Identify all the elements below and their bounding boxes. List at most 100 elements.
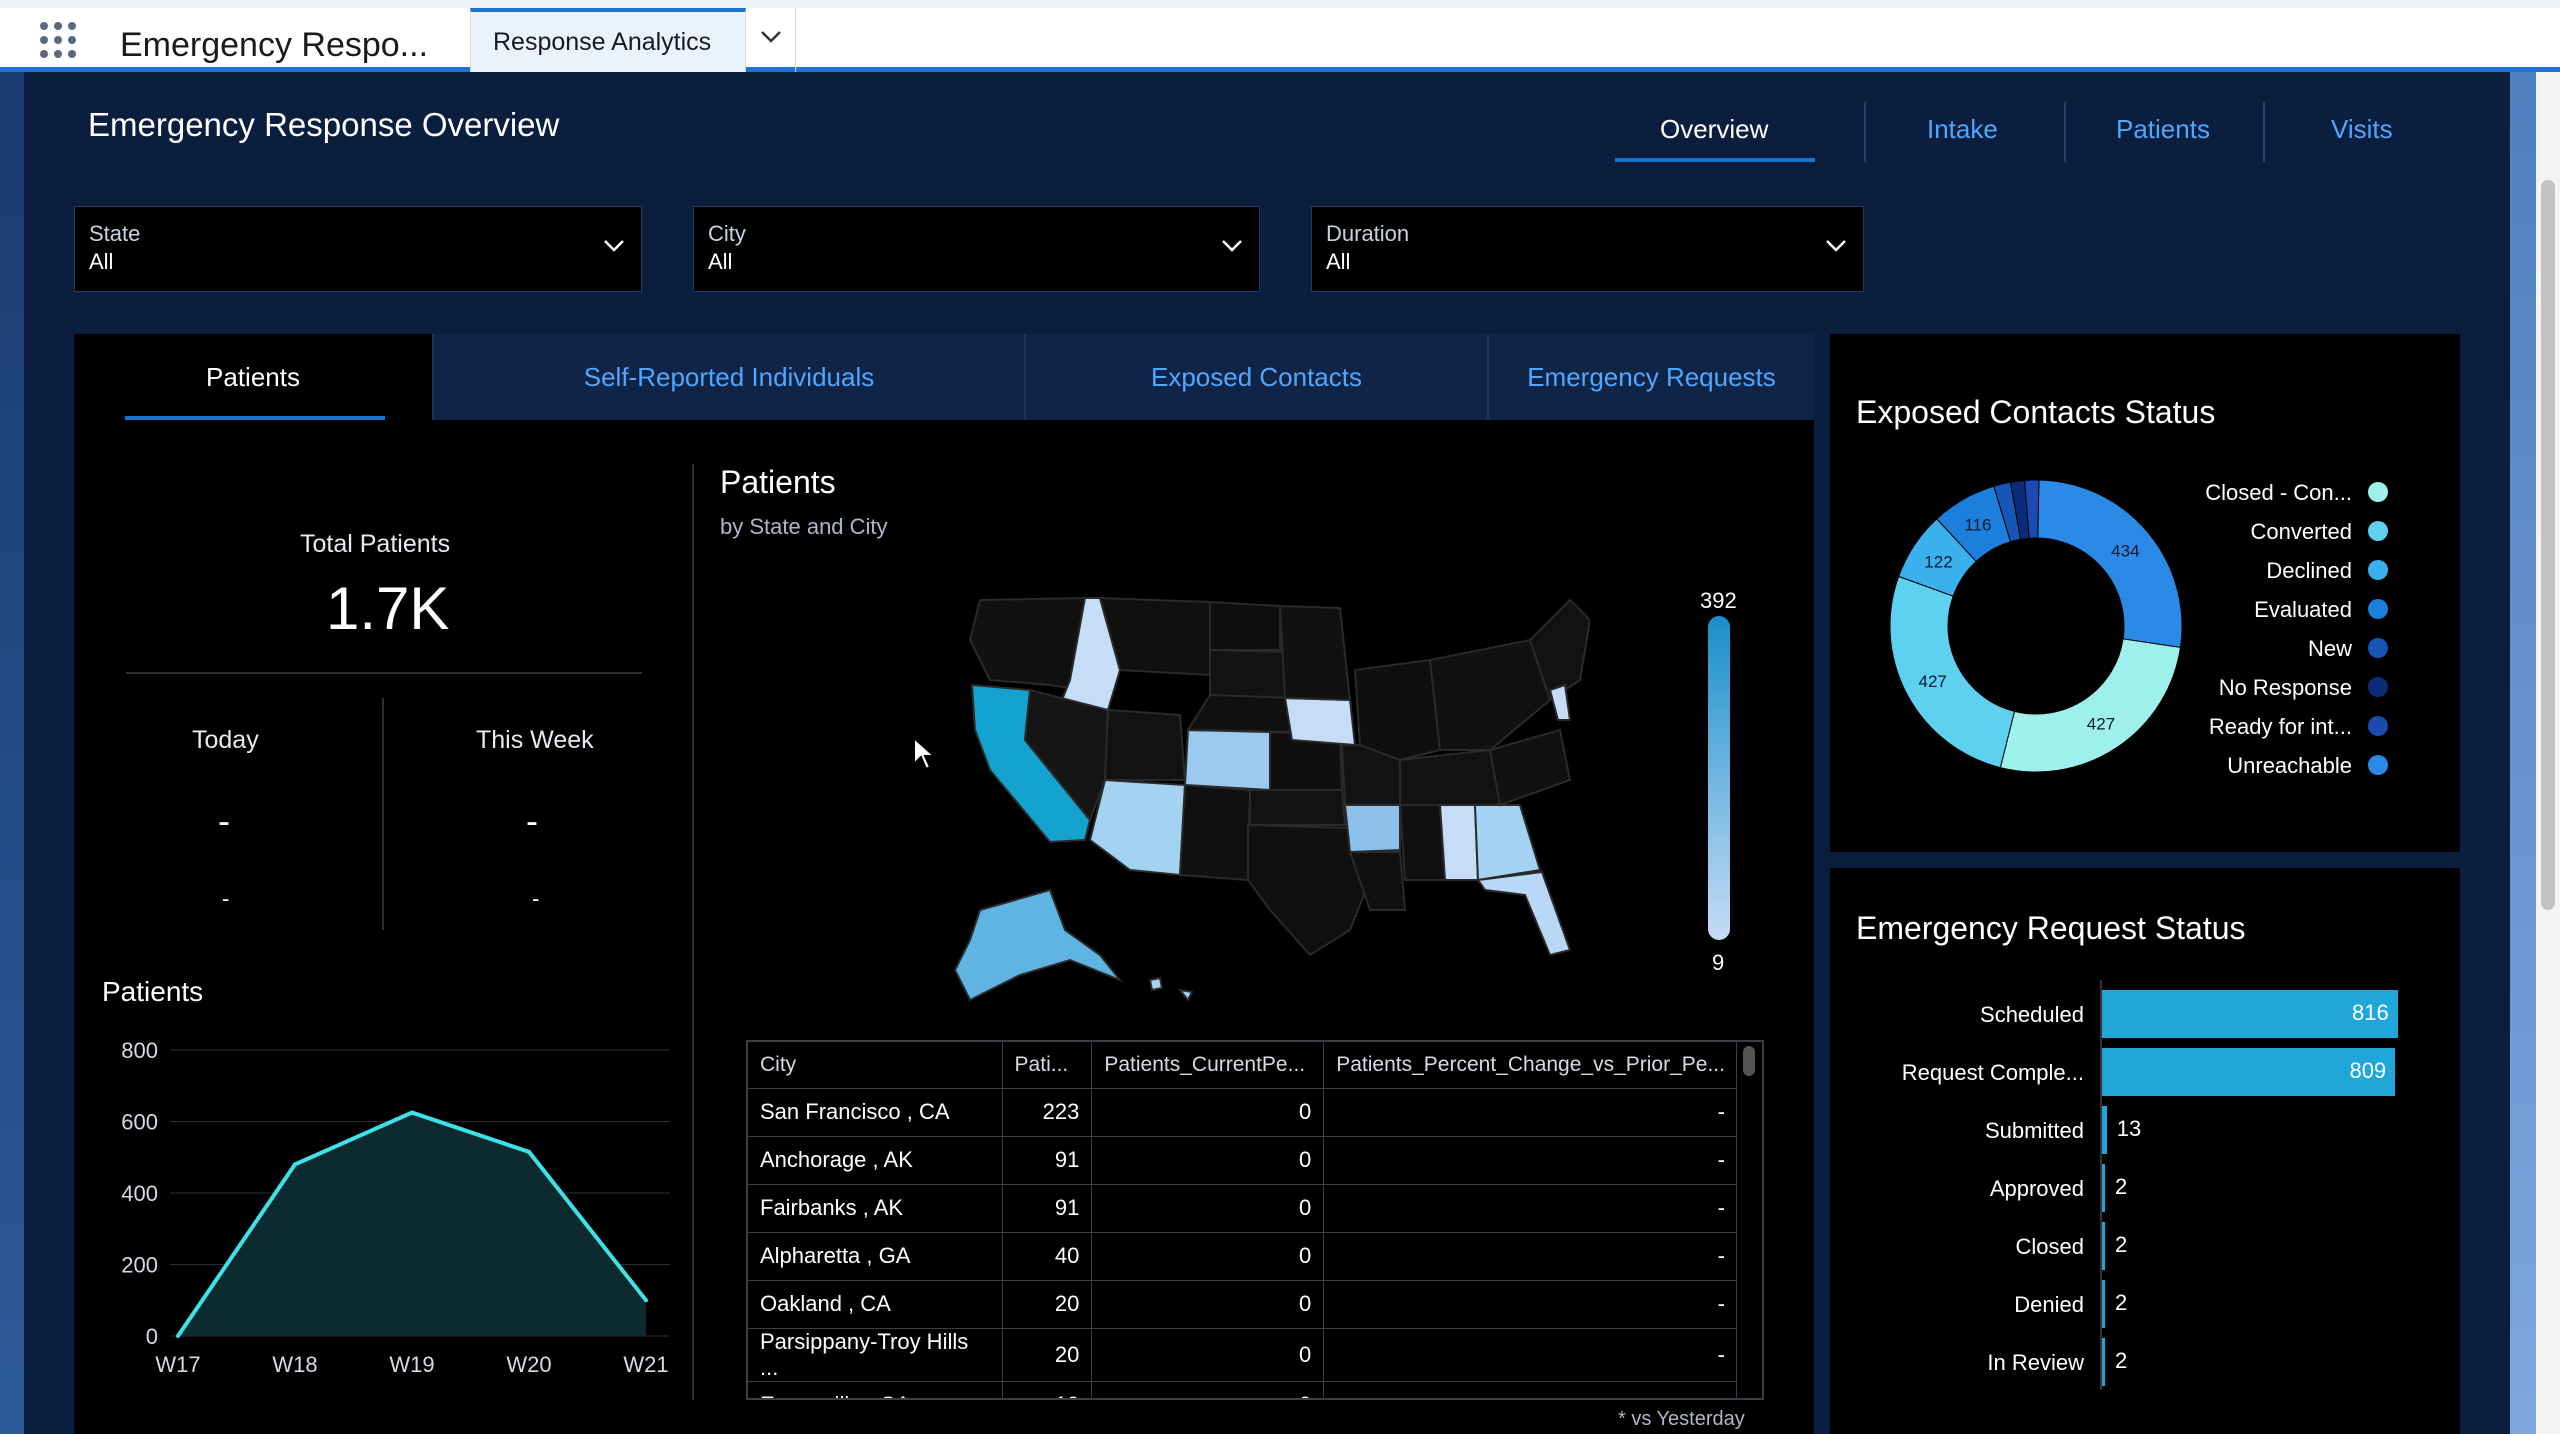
emergency-request-title: Emergency Request Status: [1856, 910, 2246, 946]
slice-label: 434: [2111, 541, 2139, 560]
legend-swatch[interactable]: [2368, 716, 2388, 736]
legend-swatch[interactable]: [2368, 521, 2388, 541]
data-point[interactable]: [410, 1110, 414, 1115]
patients-table: City Pati... Patients_CurrentPe... Patie…: [746, 1040, 1764, 1400]
map-region-alabama: [1438, 804, 1480, 881]
duration-filter[interactable]: Duration All: [1311, 206, 1864, 292]
bar[interactable]: [2102, 1048, 2396, 1096]
column-header[interactable]: City: [748, 1042, 1003, 1089]
bar[interactable]: [2102, 990, 2398, 1038]
exposed-contacts-title: Exposed Contacts Status: [1856, 394, 2216, 430]
legend-swatch[interactable]: [2368, 755, 2388, 775]
tab-emergency-requests[interactable]: Emergency Requests: [1527, 361, 1776, 392]
tab-patients-panel[interactable]: Patients: [74, 334, 434, 420]
table-row[interactable]: Emeryville , CA190-: [748, 1381, 1738, 1398]
map-region: [1023, 688, 1110, 822]
divider: [1864, 102, 1866, 162]
tab-menu-button[interactable]: [746, 8, 796, 72]
state-filter[interactable]: State All: [74, 206, 642, 292]
donut-slice[interactable]: [2024, 479, 2040, 539]
tab-exposed-contacts[interactable]: Exposed Contacts: [1026, 334, 1489, 420]
bar-value-label: 2: [2115, 1348, 2128, 1373]
legend-swatch[interactable]: [2368, 482, 2388, 502]
tab-overview[interactable]: Overview: [1660, 114, 1769, 144]
data-point[interactable]: [644, 1298, 648, 1303]
table-cell: 0: [1091, 1232, 1325, 1281]
table-cell: Parsippany-Troy Hills ...: [748, 1328, 1003, 1382]
bar-value-label: 816: [2352, 1000, 2389, 1025]
column-header[interactable]: Patients_Percent_Change_vs_Prior_Pe...: [1323, 1042, 1738, 1089]
map-scale-min: 9: [1712, 950, 1725, 975]
tab-intake[interactable]: Intake: [1927, 114, 1998, 144]
legend-swatch[interactable]: [2368, 677, 2388, 697]
map-region: [1278, 604, 1352, 702]
x-tick-label: W18: [272, 1352, 317, 1377]
dashboard-title: Emergency Response Overview: [88, 106, 560, 143]
map-region: [1186, 693, 1296, 734]
map-region: [1249, 789, 1347, 826]
city-filter[interactable]: City All: [693, 206, 1260, 292]
map-region: [1209, 648, 1286, 700]
data-point[interactable]: [176, 1334, 180, 1338]
us-states-map[interactable]: [930, 580, 1590, 1010]
table-row[interactable]: San Francisco , CA 223 0-: [748, 1088, 1738, 1137]
x-tick-label: W19: [389, 1352, 434, 1377]
page-background-left: [0, 72, 24, 1434]
legend-label: Converted: [2250, 519, 2352, 544]
bar[interactable]: [2102, 1338, 2105, 1386]
patients-chart-title: Patients: [102, 976, 204, 1007]
tab-overview-underline: [1615, 158, 1815, 162]
table-row[interactable]: Oakland , CA 20 0-: [748, 1280, 1738, 1329]
donut-slice[interactable]: [1889, 575, 2016, 769]
table-scrollbar-thumb[interactable]: [1743, 1046, 1755, 1076]
tab-self-reported[interactable]: Self-Reported Individuals: [434, 334, 1026, 420]
filter-value: All: [1326, 249, 1351, 274]
data-point[interactable]: [527, 1149, 531, 1154]
column-header[interactable]: Patients_CurrentPe...: [1091, 1042, 1325, 1089]
page-scrollbar-thumb[interactable]: [2541, 180, 2555, 910]
chevron-down-icon: [761, 31, 781, 43]
tab-patients[interactable]: Patients: [2116, 114, 2210, 144]
donut-slice[interactable]: [2037, 479, 2183, 648]
filter-label: State: [89, 221, 141, 246]
legend-swatch[interactable]: [2368, 599, 2388, 619]
bar[interactable]: [2102, 1164, 2105, 1212]
table-row[interactable]: Anchorage , AK 91 0-: [748, 1136, 1738, 1185]
table-footnote: * vs Yesterday: [1618, 1408, 1745, 1430]
table-row[interactable]: Parsippany-Troy Hills ... 20 0-: [748, 1328, 1738, 1382]
map-region-arizona: [1088, 778, 1187, 877]
table-row[interactable]: Fairbanks , AK 91 0-: [748, 1184, 1738, 1233]
data-point[interactable]: [293, 1162, 297, 1167]
donut-slice[interactable]: [1999, 638, 2181, 773]
map-region: [1398, 804, 1447, 881]
slice-label: 122: [1924, 552, 1952, 571]
table-cell: 0: [1091, 1184, 1325, 1233]
filter-label: City: [708, 221, 746, 246]
map-region: [1488, 728, 1572, 807]
page-background-right: [2510, 72, 2536, 1434]
table-scrollbar[interactable]: [1736, 1042, 1762, 1398]
bar-category-label: Denied: [2014, 1292, 2084, 1317]
table-row[interactable]: Alpharetta , GA 40 0-: [748, 1232, 1738, 1281]
filter-label: Duration: [1326, 221, 1410, 246]
exposed-contacts-donut[interactable]: 434 427 427 122 116: [1886, 476, 2186, 776]
column-header[interactable]: Pati...: [1002, 1042, 1093, 1089]
bar[interactable]: [2102, 1222, 2105, 1270]
patients-area-chart: 0 200 400 600 800 W17 W18 W19 W20 W21: [121, 1038, 670, 1377]
filter-value: All: [89, 249, 114, 274]
today-change: -: [222, 886, 230, 911]
x-tick-label: W21: [623, 1352, 668, 1377]
map-region-new-jersey: [1548, 683, 1572, 721]
app-launcher-icon[interactable]: [40, 22, 80, 62]
legend-swatch[interactable]: [2368, 638, 2388, 658]
legend-label: Closed - Con...: [2205, 480, 2352, 505]
tab-visits[interactable]: Visits: [2331, 114, 2393, 144]
slice-label: 116: [1964, 515, 1991, 534]
bar[interactable]: [2102, 1106, 2107, 1154]
bar[interactable]: [2102, 1280, 2105, 1328]
today-label: Today: [192, 726, 259, 754]
legend-swatch[interactable]: [2368, 560, 2388, 580]
tab-response-analytics[interactable]: Response Analytics: [470, 8, 746, 72]
legend-label: New: [2307, 636, 2352, 661]
table-cell: -: [1323, 1232, 1738, 1281]
